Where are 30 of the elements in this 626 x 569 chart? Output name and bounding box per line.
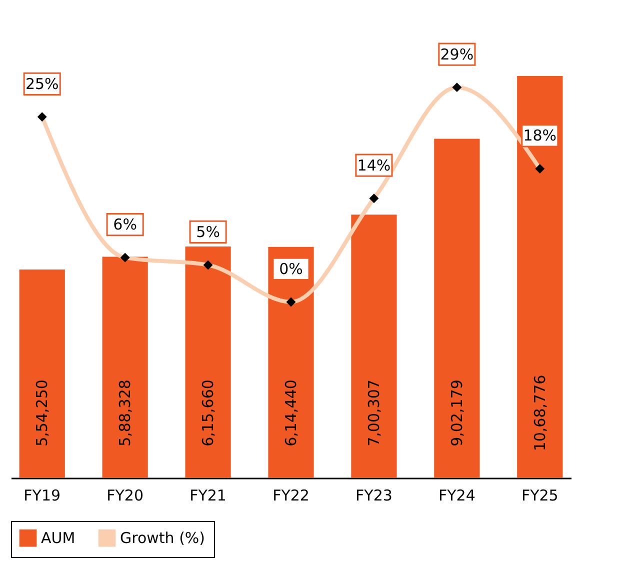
legend-label: Growth (%) xyxy=(120,529,206,548)
data-label: 5,54,250 xyxy=(33,380,52,446)
data-label: 5% xyxy=(196,222,220,241)
x-tick-label: FY22 xyxy=(272,486,310,504)
bar xyxy=(102,256,148,478)
bar xyxy=(268,246,314,478)
x-tick-label: FY24 xyxy=(438,486,476,504)
bar xyxy=(351,214,397,478)
data-label: 14% xyxy=(357,156,391,174)
x-tick-label: FY20 xyxy=(106,486,144,504)
data-label: 6,15,660 xyxy=(199,380,218,446)
bar xyxy=(19,270,65,478)
data-label: 5,88,328 xyxy=(116,380,134,446)
bar xyxy=(517,76,563,478)
data-label: 29% xyxy=(440,45,474,64)
bar xyxy=(434,138,480,478)
data-label: 6% xyxy=(113,216,137,234)
data-label: 6,14,440 xyxy=(282,380,300,446)
legend-label: AUM xyxy=(41,529,76,548)
data-label: 18% xyxy=(523,126,557,145)
bar xyxy=(185,246,231,478)
data-label: 9,02,179 xyxy=(448,380,466,446)
x-tick-label: FY19 xyxy=(24,486,61,504)
data-label: 0% xyxy=(279,260,303,278)
data-label: 10,68,776 xyxy=(530,374,549,452)
x-tick-label: FY25 xyxy=(521,486,558,504)
data-label: 25% xyxy=(25,74,59,93)
data-label: 7,00,307 xyxy=(364,380,383,446)
x-tick-label: FY23 xyxy=(356,486,392,504)
x-tick-label: FY21 xyxy=(190,486,226,504)
